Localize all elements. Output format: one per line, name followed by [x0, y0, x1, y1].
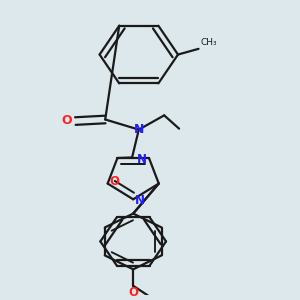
Text: N: N: [135, 194, 145, 207]
Text: O: O: [110, 176, 119, 188]
Text: CH₃: CH₃: [200, 38, 217, 47]
Text: O: O: [128, 286, 138, 298]
Text: O: O: [62, 114, 72, 127]
Text: N: N: [137, 153, 147, 166]
Text: N: N: [134, 123, 144, 136]
